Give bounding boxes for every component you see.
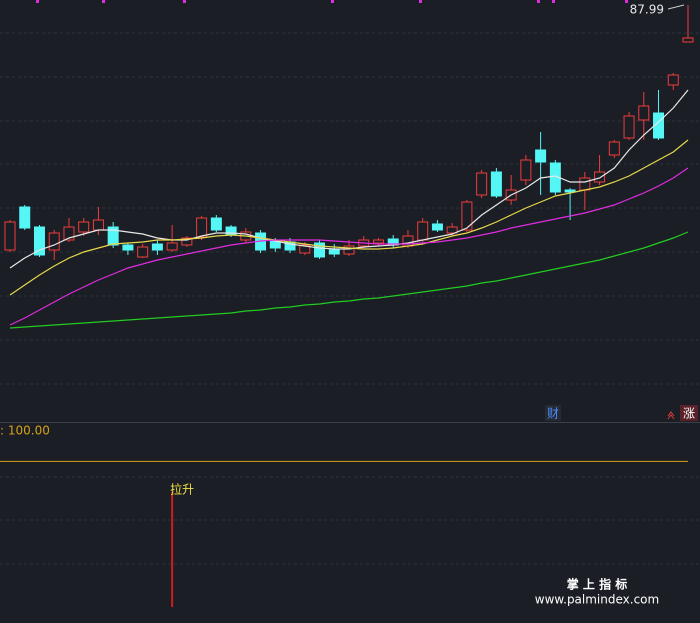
candle-body [623, 115, 635, 139]
badge-bg [680, 405, 698, 421]
candle-body [78, 221, 90, 233]
candle-body [196, 217, 208, 238]
grid [0, 32, 700, 565]
up-icon [667, 411, 675, 420]
candle-body [33, 226, 45, 256]
candle-body [372, 239, 384, 244]
candle-body [137, 246, 149, 258]
top-markers [36, 0, 628, 3]
candle-body [107, 226, 119, 246]
candle-body [520, 159, 532, 181]
watermark-url: www.palmindex.com [535, 593, 659, 607]
candle-body [299, 244, 311, 254]
candle-body [431, 223, 443, 231]
candle-body [476, 172, 488, 196]
level-label: : 100.00 [0, 424, 50, 438]
badge: 涨 [683, 406, 695, 421]
candle-body [594, 171, 606, 183]
moving-average [9, 89, 689, 269]
candle-body [490, 171, 502, 197]
signal-label: 拉升 [170, 481, 194, 496]
watermark-title: 掌 上 指 标 [567, 577, 628, 592]
max-price-label: 87.99 [630, 3, 664, 17]
candle-body [63, 226, 75, 241]
candle-body [343, 245, 355, 255]
label-pointer [667, 4, 685, 10]
moving-average [9, 167, 689, 326]
signal-bar [171, 491, 174, 607]
candle-body [48, 232, 60, 251]
candle-body [417, 221, 429, 241]
candle-body [535, 149, 547, 163]
candle-body [638, 105, 650, 121]
candle-body [92, 219, 104, 231]
moving-average [9, 139, 689, 296]
candle-body [564, 189, 576, 193]
candle-body [19, 206, 31, 229]
candle-body [328, 249, 340, 255]
badge: 财 [547, 407, 559, 421]
candle-body [461, 201, 473, 231]
moving-average [9, 231, 689, 329]
candle-body [667, 74, 679, 86]
candle-body [682, 37, 694, 43]
candle-body [181, 237, 193, 246]
candle-body [151, 243, 163, 251]
candle-body [210, 217, 222, 231]
candle-body [579, 177, 591, 191]
badge-bg [545, 405, 561, 421]
candle-body [446, 226, 458, 234]
candle-body [166, 242, 178, 251]
candle-body [608, 141, 620, 156]
candle-body [653, 112, 665, 139]
candle-body [122, 244, 134, 251]
candle-body [4, 221, 16, 251]
candle-body [314, 242, 326, 258]
